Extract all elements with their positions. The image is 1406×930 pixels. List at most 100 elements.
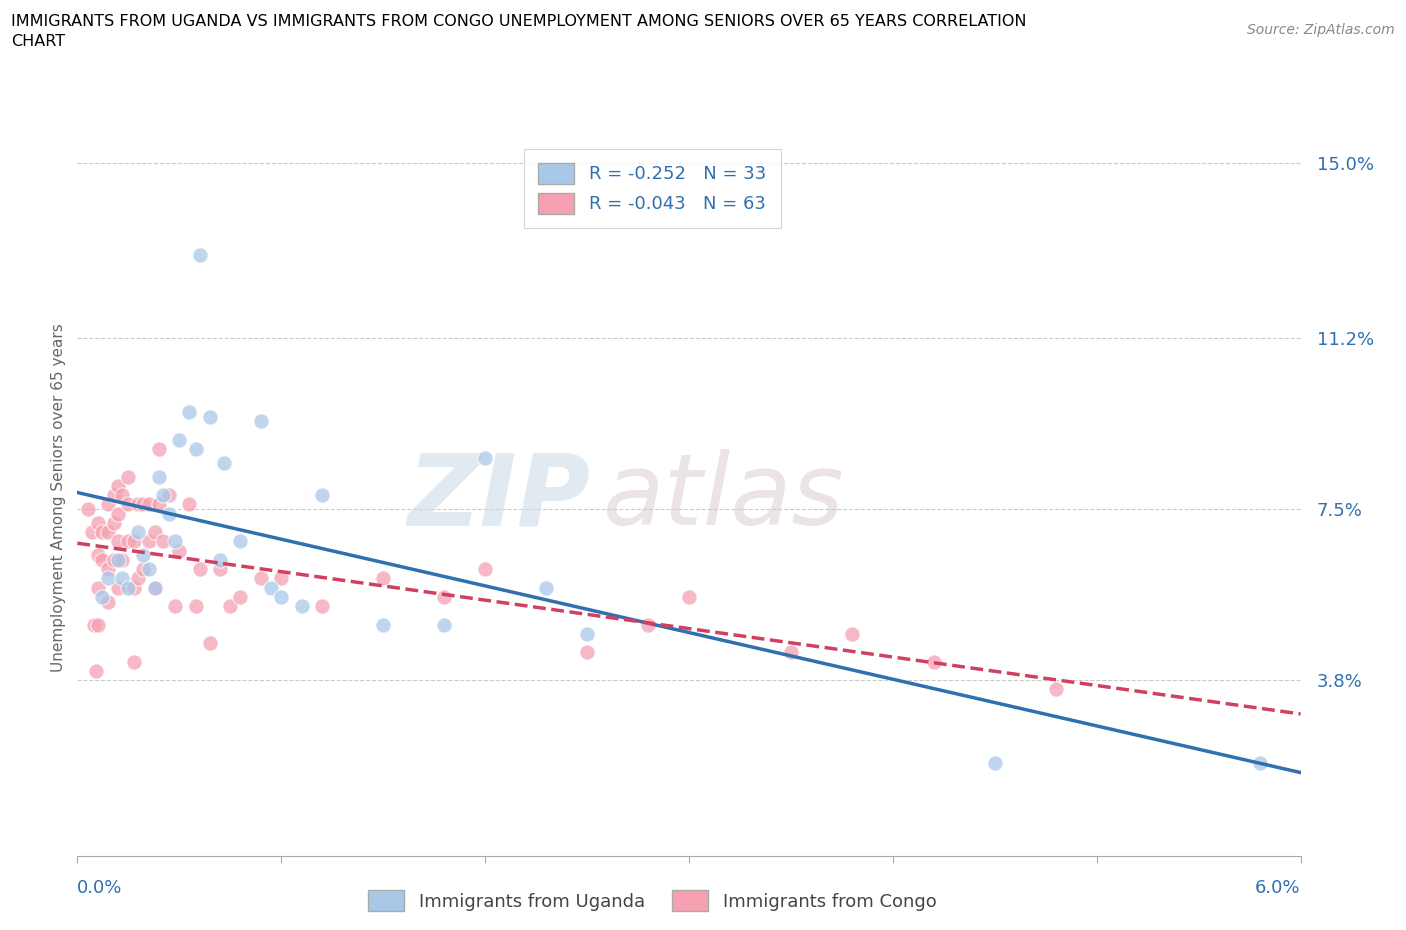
Point [128,497,150,512]
Point [165,534,187,549]
Text: CHART: CHART [11,34,65,49]
Point [87,618,110,632]
Point [111,488,134,503]
Point [90,525,112,539]
Legend: Immigrants from Uganda, Immigrants from Congo: Immigrants from Uganda, Immigrants from … [361,883,943,918]
Point [209,562,232,577]
Point [111,552,134,567]
Point [371,571,394,586]
Point [107,506,129,521]
Point [250,414,273,429]
Point [474,562,496,577]
Point [1045,682,1067,697]
Point [152,534,174,549]
Point [87,548,110,563]
Text: Source: ZipAtlas.com: Source: ZipAtlas.com [1247,23,1395,37]
Point [250,571,273,586]
Point [219,599,242,614]
Text: atlas: atlas [603,449,845,546]
Point [111,571,134,586]
Point [80,525,103,539]
Text: IMMIGRANTS FROM UGANDA VS IMMIGRANTS FROM CONGO UNEMPLOYMENT AMONG SENIORS OVER : IMMIGRANTS FROM UGANDA VS IMMIGRANTS FRO… [11,14,1026,29]
Point [124,654,146,669]
Point [138,534,160,549]
Point [1249,756,1271,771]
Point [138,562,160,577]
Point [165,599,187,614]
Point [474,451,496,466]
Point [128,525,150,539]
Point [138,497,160,512]
Point [152,488,174,503]
Point [576,644,599,659]
Point [131,497,153,512]
Point [131,548,153,563]
Point [576,627,599,642]
Text: ZIP: ZIP [408,449,591,546]
Point [117,580,139,595]
Point [260,580,283,595]
Point [536,580,558,595]
Point [107,479,129,494]
Point [97,497,120,512]
Point [124,580,146,595]
Point [270,590,292,604]
Point [97,594,120,609]
Point [637,618,659,632]
Point [780,644,803,659]
Point [90,590,112,604]
Point [97,571,120,586]
Point [107,534,129,549]
Point [143,580,166,595]
Point [83,618,105,632]
Point [229,590,252,604]
Text: 6.0%: 6.0% [1256,879,1301,897]
Point [198,635,221,650]
Point [169,432,191,447]
Point [678,590,700,604]
Point [117,534,139,549]
Point [841,627,863,642]
Point [97,562,120,577]
Point [87,580,110,595]
Point [291,599,314,614]
Point [270,571,292,586]
Point [124,534,146,549]
Point [184,442,207,457]
Point [157,488,180,503]
Point [157,506,180,521]
Point [212,456,235,471]
Point [117,470,139,485]
Point [143,580,166,595]
Point [97,525,120,539]
Point [148,442,170,457]
Point [922,654,945,669]
Point [179,405,201,419]
Point [433,618,456,632]
Point [169,543,191,558]
Point [90,552,112,567]
Point [76,501,98,516]
Point [143,525,166,539]
Point [103,488,125,503]
Point [209,552,232,567]
Point [179,497,201,512]
Point [148,497,170,512]
Point [128,571,150,586]
Point [103,552,125,567]
Point [311,488,333,503]
Point [117,497,139,512]
Point [188,247,211,262]
Point [87,515,110,530]
Point [188,562,211,577]
Point [229,534,252,549]
Point [371,618,394,632]
Point [84,663,107,678]
Point [148,470,170,485]
Point [433,590,456,604]
Point [103,515,125,530]
Point [184,599,207,614]
Y-axis label: Unemployment Among Seniors over 65 years: Unemployment Among Seniors over 65 years [51,324,66,671]
Point [131,562,153,577]
Point [198,409,221,424]
